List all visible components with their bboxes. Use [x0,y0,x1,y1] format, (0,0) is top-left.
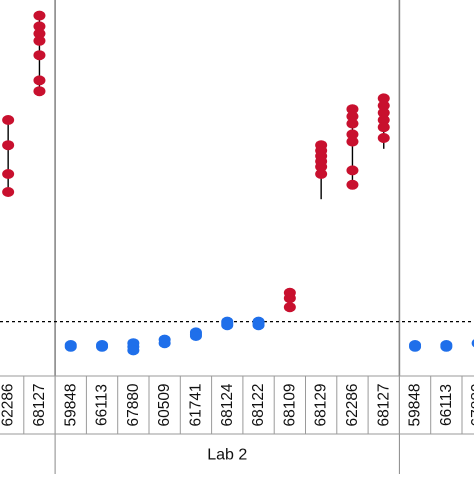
data-point [440,341,453,352]
tick-label: 68129 [313,383,330,426]
data-point [96,341,109,352]
data-point [221,320,234,331]
data-point [33,75,46,86]
data-point [471,339,474,348]
tick-label: 67880 [469,383,474,426]
data-point [2,187,15,197]
data-point [377,115,390,125]
data-point [33,10,46,21]
tick-label: 59848 [62,383,79,426]
tick-label: 68122 [250,383,267,426]
tick-label: 66113 [438,384,455,426]
tick-label: 68127 [31,383,48,426]
tick-label-layer: 62286 68127 59848 66113 67880 60509 61741 68124… [0,376,474,434]
data-point [2,140,15,151]
tick-label: 62286 [0,383,17,426]
data-point [33,50,46,61]
data-point [346,118,359,129]
data-point [2,115,15,125]
data-point [127,345,140,356]
point-layer [2,10,474,356]
whisker-layer [7,15,385,308]
data-point [409,341,422,352]
panel-label: Lab 2 [207,447,247,464]
data-point [33,35,46,46]
tick-label: 68109 [281,383,298,426]
data-point [315,169,328,179]
data-point [2,169,15,179]
data-point [346,165,359,176]
tick-label: 59848 [407,383,424,426]
data-point [283,293,296,304]
data-point [346,129,359,140]
data-point [283,302,296,313]
data-point [64,341,77,352]
data-point [377,107,390,118]
data-point [189,331,202,341]
data-point [346,136,359,147]
data-point [377,93,390,104]
data-point [252,320,265,331]
data-point [33,28,46,39]
data-point [377,122,390,133]
tick-label: 62286 [344,383,361,426]
data-point [33,86,46,97]
data-point [377,100,390,111]
tick-label: 68127 [375,383,392,426]
panel-label-layer: Lab 2 [207,447,247,464]
data-point [377,133,390,143]
data-point [158,338,171,349]
tick-label: 60509 [156,383,173,426]
data-point [346,104,359,115]
tick-label: 68124 [219,383,236,426]
tick-label: 66113 [94,384,111,426]
data-point [315,161,328,172]
data-point [33,21,46,32]
tick-label: 61741 [187,383,204,426]
tick-label: 67880 [125,383,142,426]
data-point [346,111,359,122]
data-point [346,179,359,190]
